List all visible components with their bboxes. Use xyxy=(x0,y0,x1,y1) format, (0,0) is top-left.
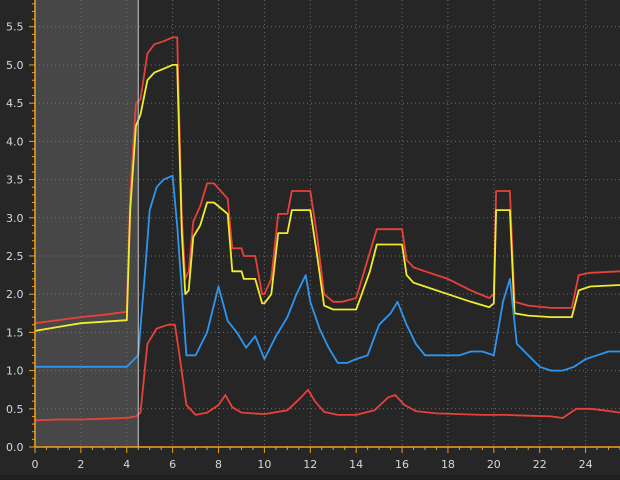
x-tick-label: 18 xyxy=(441,458,455,471)
y-tick-label: 5.5 xyxy=(6,21,24,34)
series-group xyxy=(34,36,620,422)
y-tick-label: 4.0 xyxy=(6,135,24,148)
x-tick-label: 22 xyxy=(533,458,547,471)
y-tick-label: 2.0 xyxy=(6,288,24,301)
x-tick-label: 14 xyxy=(349,458,363,471)
y-tick-label: 0.0 xyxy=(6,441,24,454)
highlight-region xyxy=(35,0,139,447)
series-line-4 xyxy=(34,323,620,422)
x-tick-label: 12 xyxy=(303,458,317,471)
series-line-3 xyxy=(35,174,620,372)
axes xyxy=(29,0,620,453)
grid-lines xyxy=(34,0,620,448)
y-tick-label: 4.5 xyxy=(6,97,24,110)
y-tick-label: 1.0 xyxy=(6,365,24,378)
y-tick-label: 3.0 xyxy=(6,212,24,225)
x-tick-label: 4 xyxy=(123,458,130,471)
x-tick-label: 16 xyxy=(395,458,409,471)
x-tick-label: 24 xyxy=(579,458,593,471)
x-tick-labels: 0 2 4 6 8 10 12 14 16 18 20 22 24 xyxy=(32,458,593,471)
y-tick-label: 2.5 xyxy=(6,250,24,263)
series-line-2 xyxy=(34,64,620,332)
x-tick-label: 6 xyxy=(169,458,176,471)
y-tick-label: 0.5 xyxy=(6,403,24,416)
y-tick-label: 1.5 xyxy=(6,326,24,339)
x-tick-label: 10 xyxy=(257,458,271,471)
x-tick-label: 8 xyxy=(215,458,222,471)
x-tick-label: 0 xyxy=(32,458,39,471)
x-tick-label: 2 xyxy=(77,458,84,471)
y-tick-label: 5.0 xyxy=(6,59,24,72)
y-tick-label: 3.5 xyxy=(6,174,24,187)
y-tick-labels: 0.0 0.5 1.0 1.5 2.0 2.5 3.0 3.5 4.0 4.5 5.0 5.5 xyxy=(6,21,24,454)
series-line-1 xyxy=(34,36,620,325)
x-tick-label: 20 xyxy=(487,458,501,471)
